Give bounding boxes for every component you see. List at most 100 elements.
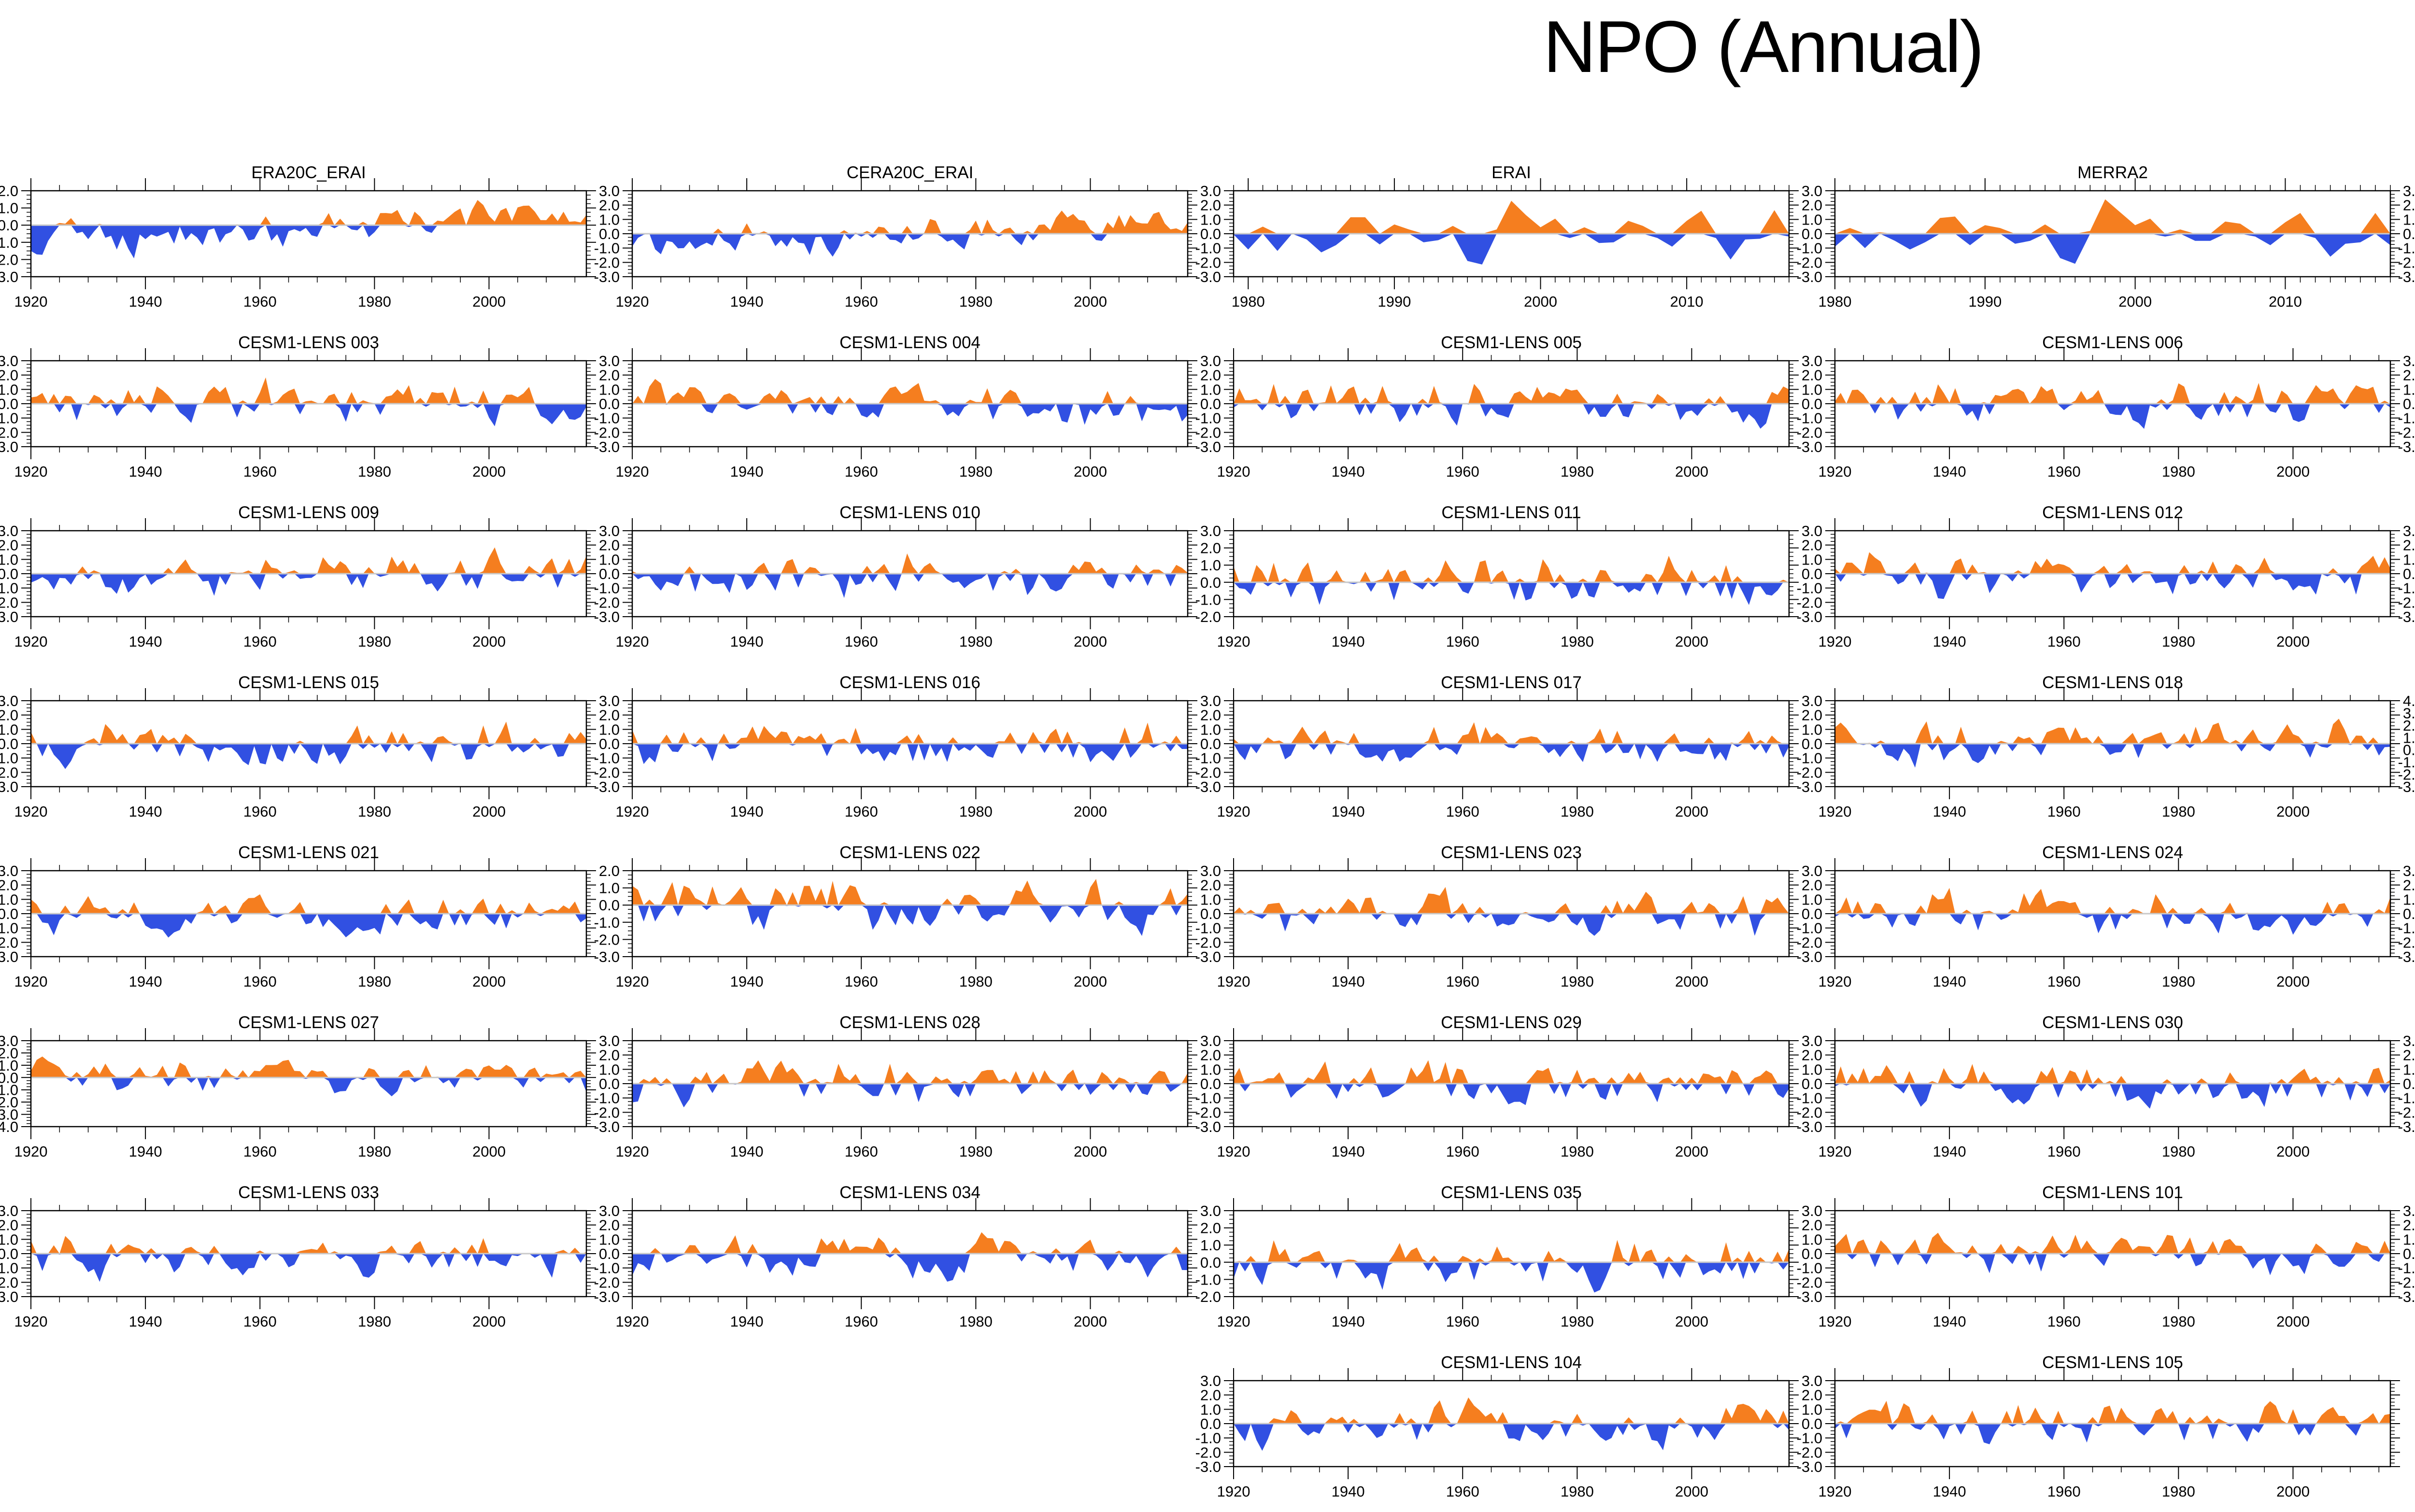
y-tick-label: 0.0 (1802, 1415, 1822, 1432)
axis-ticks (623, 858, 1197, 969)
y-tick-label: 3.0 (1200, 1202, 1221, 1219)
y-tick-label: 2.0 (2403, 1047, 2415, 1064)
y-tick-label: 3.0 (1200, 862, 1221, 879)
x-tick-label: 1940 (129, 1143, 162, 1160)
y-tick-label: -3.0 (2398, 438, 2415, 455)
x-tick-label: 1940 (730, 803, 764, 820)
y-tick-label: 2.0 (599, 1047, 620, 1064)
axis-ticks (1825, 1368, 2400, 1479)
axis-ticks (1224, 1198, 1799, 1309)
y-tick-label: 0.0 (0, 217, 18, 234)
x-tick-label: 1940 (1933, 803, 1966, 820)
y-tick-label: -1.0 (1797, 410, 1822, 427)
negative-anomaly-fill (1835, 914, 2390, 935)
x-tick-label: 2000 (2276, 1313, 2310, 1330)
y-tick-label: 2.0 (1200, 1220, 1221, 1237)
x-tick-label: 1980 (358, 1313, 391, 1330)
y-tick-label: -3.0 (0, 948, 18, 965)
y-tick-label: -2.0 (2398, 254, 2415, 271)
panel-title: CESM1-LENS 024 (2042, 843, 2183, 862)
y-tick-label: -2.0 (594, 764, 620, 781)
negative-anomaly-fill (31, 744, 586, 769)
plot-frame (1233, 1210, 1790, 1298)
x-tick-label: 1960 (2047, 1143, 2081, 1160)
y-tick-label: -3.0 (2398, 1288, 2415, 1305)
y-tick-label: 3.0 (2403, 353, 2415, 369)
x-tick-label: 2000 (1675, 1313, 1708, 1330)
y-tick-label: -3.0 (1195, 778, 1221, 795)
y-tick-label: 1.0 (599, 880, 620, 897)
positive-anomaly-fill (31, 547, 586, 574)
x-tick-label: 1980 (1561, 1313, 1594, 1330)
y-tick-label: -2.0 (1195, 764, 1221, 781)
x-tick-label: 1960 (2047, 1483, 2081, 1500)
y-tick-label: 2.0 (599, 537, 620, 554)
y-tick-label: -1.0 (1797, 240, 1822, 257)
x-tick-label: 1920 (1217, 633, 1250, 650)
plot-frame (30, 360, 587, 448)
panel-title: CESM1-LENS 023 (1441, 843, 1582, 862)
y-tick-label: -1.0 (1797, 920, 1822, 937)
y-tick-label: 2.0 (599, 197, 620, 214)
panel-title: CESM1-LENS 005 (1441, 333, 1582, 352)
negative-anomaly-fill (31, 225, 586, 258)
y-tick-label: -2.0 (1195, 424, 1221, 441)
y-tick-label: -3.0 (0, 438, 18, 455)
plot-frame (631, 1210, 1189, 1298)
x-tick-label: 1980 (2162, 1483, 2195, 1500)
y-tick-label: -1.0 (0, 750, 18, 767)
y-tick-label: -1.0 (594, 1260, 620, 1277)
y-tick-label: -1.0 (2398, 1260, 2415, 1277)
panel-title: CESM1-LENS 011 (1441, 503, 1581, 522)
x-tick-label: 2010 (1670, 293, 1704, 310)
y-tick-label: -1.0 (2398, 1090, 2415, 1107)
x-tick-label: 1940 (129, 1313, 162, 1330)
panel-era20c-erai: ERA20C_ERAI 1920 1940 1960 1980 2000 -3.0-2.0-… (0, 163, 596, 310)
y-tick-label: 0.0 (599, 1075, 620, 1092)
y-tick-label: 0.0 (1802, 1075, 1822, 1092)
axis-ticks (1224, 178, 1799, 289)
axis-ticks (1224, 348, 1799, 459)
plot-frame (1233, 360, 1790, 448)
y-tick-label: -3.0 (594, 778, 620, 795)
y-tick-label: 3.0 (1802, 862, 1822, 879)
x-tick-label: 1980 (1561, 1143, 1594, 1160)
x-tick-label: 1960 (845, 1313, 878, 1330)
y-tick-label: 1.0 (0, 551, 18, 568)
x-tick-label: 1980 (959, 293, 993, 310)
y-tick-label: 3.0 (599, 1202, 620, 1219)
panel-title: CESM1-LENS 101 (2042, 1183, 2183, 1202)
y-tick-label: -1.0 (1797, 1260, 1822, 1277)
x-tick-label: 1960 (2047, 633, 2081, 650)
x-tick-label: 2000 (1074, 463, 1107, 480)
y-tick-label: -3.0 (1797, 1458, 1822, 1475)
y-tick-label: 0.0 (1802, 565, 1822, 582)
x-tick-label: 1980 (358, 973, 391, 990)
plot-frame (1834, 530, 2391, 618)
x-tick-label: 1960 (1446, 1143, 1479, 1160)
y-tick-label: 3.0 (599, 1032, 620, 1049)
y-tick-label: -2.0 (2398, 594, 2415, 611)
panel-cesm1-lens-029: CESM1-LENS 029 1920 1940 1960 1980 2000 -3.0-2… (1195, 1013, 1799, 1160)
positive-anomaly-fill (31, 200, 586, 226)
panel-cesm1-lens-023: CESM1-LENS 023 1920 1940 1960 1980 2000 -3.0-2… (1195, 843, 1799, 990)
x-tick-label: 1920 (1818, 633, 1852, 650)
panel-title: CESM1-LENS 016 (839, 673, 980, 692)
x-tick-label: 1960 (243, 633, 277, 650)
plot-frame (1834, 700, 2391, 788)
y-tick-label: 0.0 (2403, 226, 2415, 242)
x-tick-label: 1940 (1332, 803, 1365, 820)
x-tick-label: 1940 (1933, 1483, 1966, 1500)
x-tick-label: 1960 (845, 463, 878, 480)
y-tick-label: 2.0 (1200, 367, 1221, 384)
y-tick-label: -3.0 (2398, 948, 2415, 965)
x-tick-label: 1920 (1217, 803, 1250, 820)
negative-anomaly-fill (1234, 1262, 1789, 1293)
y-tick-label: -3.0 (1195, 948, 1221, 965)
positive-anomaly-fill (632, 1232, 1188, 1254)
y-tick-label: -3.0 (0, 268, 18, 285)
panel-title: ERAI (1492, 163, 1531, 182)
y-tick-label: -2.0 (2398, 424, 2415, 441)
x-tick-label: 1920 (616, 803, 649, 820)
y-tick-label: 4.0 (2403, 692, 2415, 709)
